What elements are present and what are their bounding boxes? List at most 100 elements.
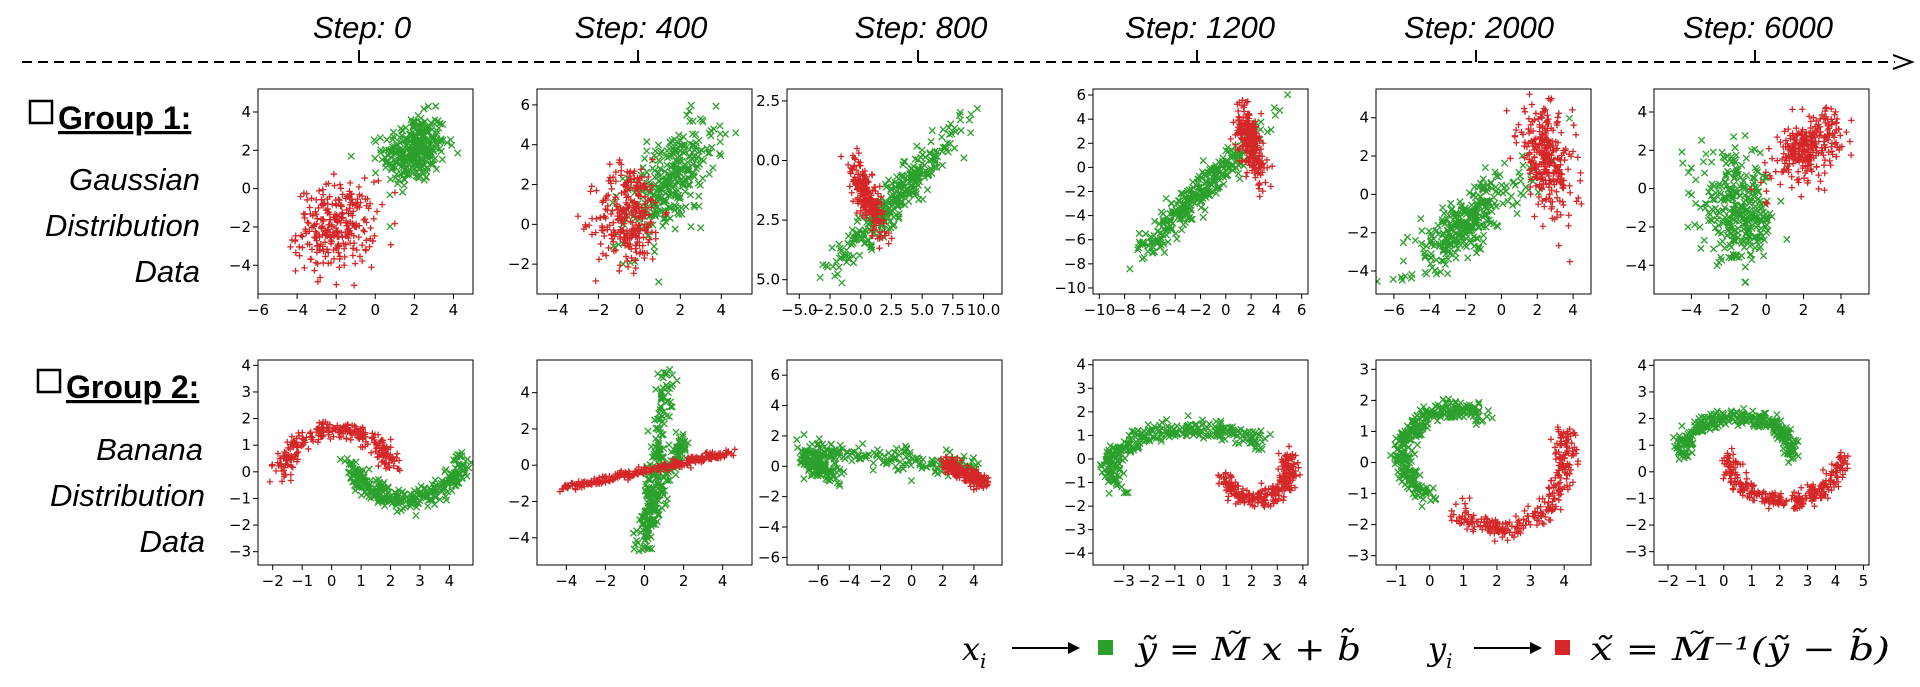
group-label-1: Group 1: Gaussian Distribution Data [28,99,200,289]
x-tick-label: 0 [1425,572,1435,590]
x-tick-label: 2 [1775,572,1785,590]
plot-frame [536,88,753,295]
scatter-series [1215,443,1304,511]
y-tick-label: 4 [241,356,251,374]
group-desc-line: Distribution [50,478,205,513]
x-tick-label: 0 [907,572,917,590]
x-tick-label: 2 [1492,572,1502,590]
x-tick-label: 0 [370,301,380,319]
scatter-series [1447,423,1582,545]
y-tick-label: 2.5 [756,92,780,110]
y-tick-label: −2 [1347,516,1369,534]
y-tick-label: 4 [1637,356,1647,374]
scatter-points [574,101,740,286]
timeline-arrowhead-icon [1892,54,1915,70]
y-tick-label: −4 [1625,256,1647,274]
y-tick-label: 0 [1076,450,1086,468]
x-tick-label: 7.5 [941,301,965,319]
legend-formula: ỹ = M̃ x + b̃ [1134,629,1361,668]
x-tick-label: −10 [1083,301,1115,319]
x-tick-label: 0 [1196,572,1206,590]
y-tick-label: −10 [1054,279,1086,297]
x-tick-label: −2 [1718,301,1740,319]
y-tick-label: 2 [1637,410,1647,428]
x-tick-label: 4 [717,301,727,319]
y-tick-label: −2 [229,516,251,534]
y-tick-label: 5.0 [756,271,780,289]
y-tick-label: −1 [1625,489,1647,507]
y-tick-label: −1 [1347,485,1369,503]
x-tick-label: 2.5 [879,301,903,319]
x-tick-label: 5.0 [910,301,934,319]
group-desc-line: Data [135,254,200,289]
scatter-points [793,430,992,493]
y-tick-label: 4 [1076,356,1086,374]
plot-frame [1653,359,1870,566]
scatter-series [937,453,992,493]
y-tick-label: 2 [1637,141,1647,159]
scatter-series [1719,445,1852,512]
scatter-points [1678,104,1855,287]
scatter-panel-group2-step800: −6 −4 −2 0 2 4 −6 −4 −2 0 2 4 6 [758,359,1003,590]
y-tick-label: −8 [1064,255,1086,273]
scatter-series [796,446,848,490]
y-tick-label: 6 [770,366,780,384]
x-tick-label: 0.0 [849,301,873,319]
x-tick-label: 3 [1273,572,1283,590]
y-tick-label: −2 [758,488,780,506]
scatter-panel-group1-step0: −6 −4 −2 0 2 4 −4 −2 0 2 4 [229,88,474,319]
legend: xi ỹ = M̃ x + b̃ yi x̃ = M̃⁻¹(ỹ − b̃) [962,629,1890,673]
y-tick-label: 6 [520,96,530,114]
y-tick-label: 4 [520,384,530,402]
x-tick-label: −2 [587,301,609,319]
x-tick-label: −4 [1419,301,1441,319]
y-tick-label: 0 [241,463,251,481]
x-tick-label: 3 [415,572,425,590]
x-tick-label: −6 [247,301,269,319]
legend-red-swatch [1555,640,1570,655]
y-tick-label: 0 [241,180,251,198]
x-tick-label: 1 [1747,572,1757,590]
y-tick-label: −4 [1064,544,1086,562]
checkbox-icon [28,99,54,125]
scatter-points [816,104,981,287]
y-tick-label: 2 [241,410,251,428]
scatter-series [556,446,739,495]
y-tick-label: −6 [1064,231,1086,249]
x-tick-label: 6 [1297,301,1307,319]
x-tick-label: −1 [1385,572,1407,590]
scatter-series [635,428,692,535]
y-tick-label: 2 [1076,403,1086,421]
y-tick-label: 0 [1637,463,1647,481]
y-tick-label: −2 [1625,516,1647,534]
x-tick-label: −2.5 [812,301,848,319]
y-tick-label: −1 [229,489,251,507]
y-tick-label: 2 [1359,147,1369,165]
step-label: Step: 400 [575,10,708,45]
y-tick-label: 4 [1637,103,1647,121]
x-tick-label: 2 [410,301,420,319]
y-tick-label: 0 [1359,185,1369,203]
plot-frame [1653,88,1870,295]
legend-formula: x̃ = M̃⁻¹(ỹ − b̃) [1590,629,1890,668]
y-tick-label: 0 [770,457,780,475]
scatter-series [1387,395,1496,511]
scatter-series [837,145,895,252]
y-tick-label: −3 [1625,543,1647,561]
x-tick-label: 4 [718,572,728,590]
y-tick-label: −2 [1625,218,1647,236]
x-tick-label: 4 [1559,572,1569,590]
legend-arrowhead-icon [1530,642,1542,654]
y-tick-label: 3 [241,383,251,401]
x-tick-label: 1 [356,572,366,590]
x-tick-label: 4 [445,572,455,590]
plot-frame [257,359,474,566]
x-tick-label: 1 [1459,572,1469,590]
y-tick-label: 1 [241,436,251,454]
legend-left: xi ỹ = M̃ x + b̃ [962,629,1361,673]
scatter-series [347,102,462,231]
y-tick-label: 2 [241,141,251,159]
scatter-series [266,418,403,485]
